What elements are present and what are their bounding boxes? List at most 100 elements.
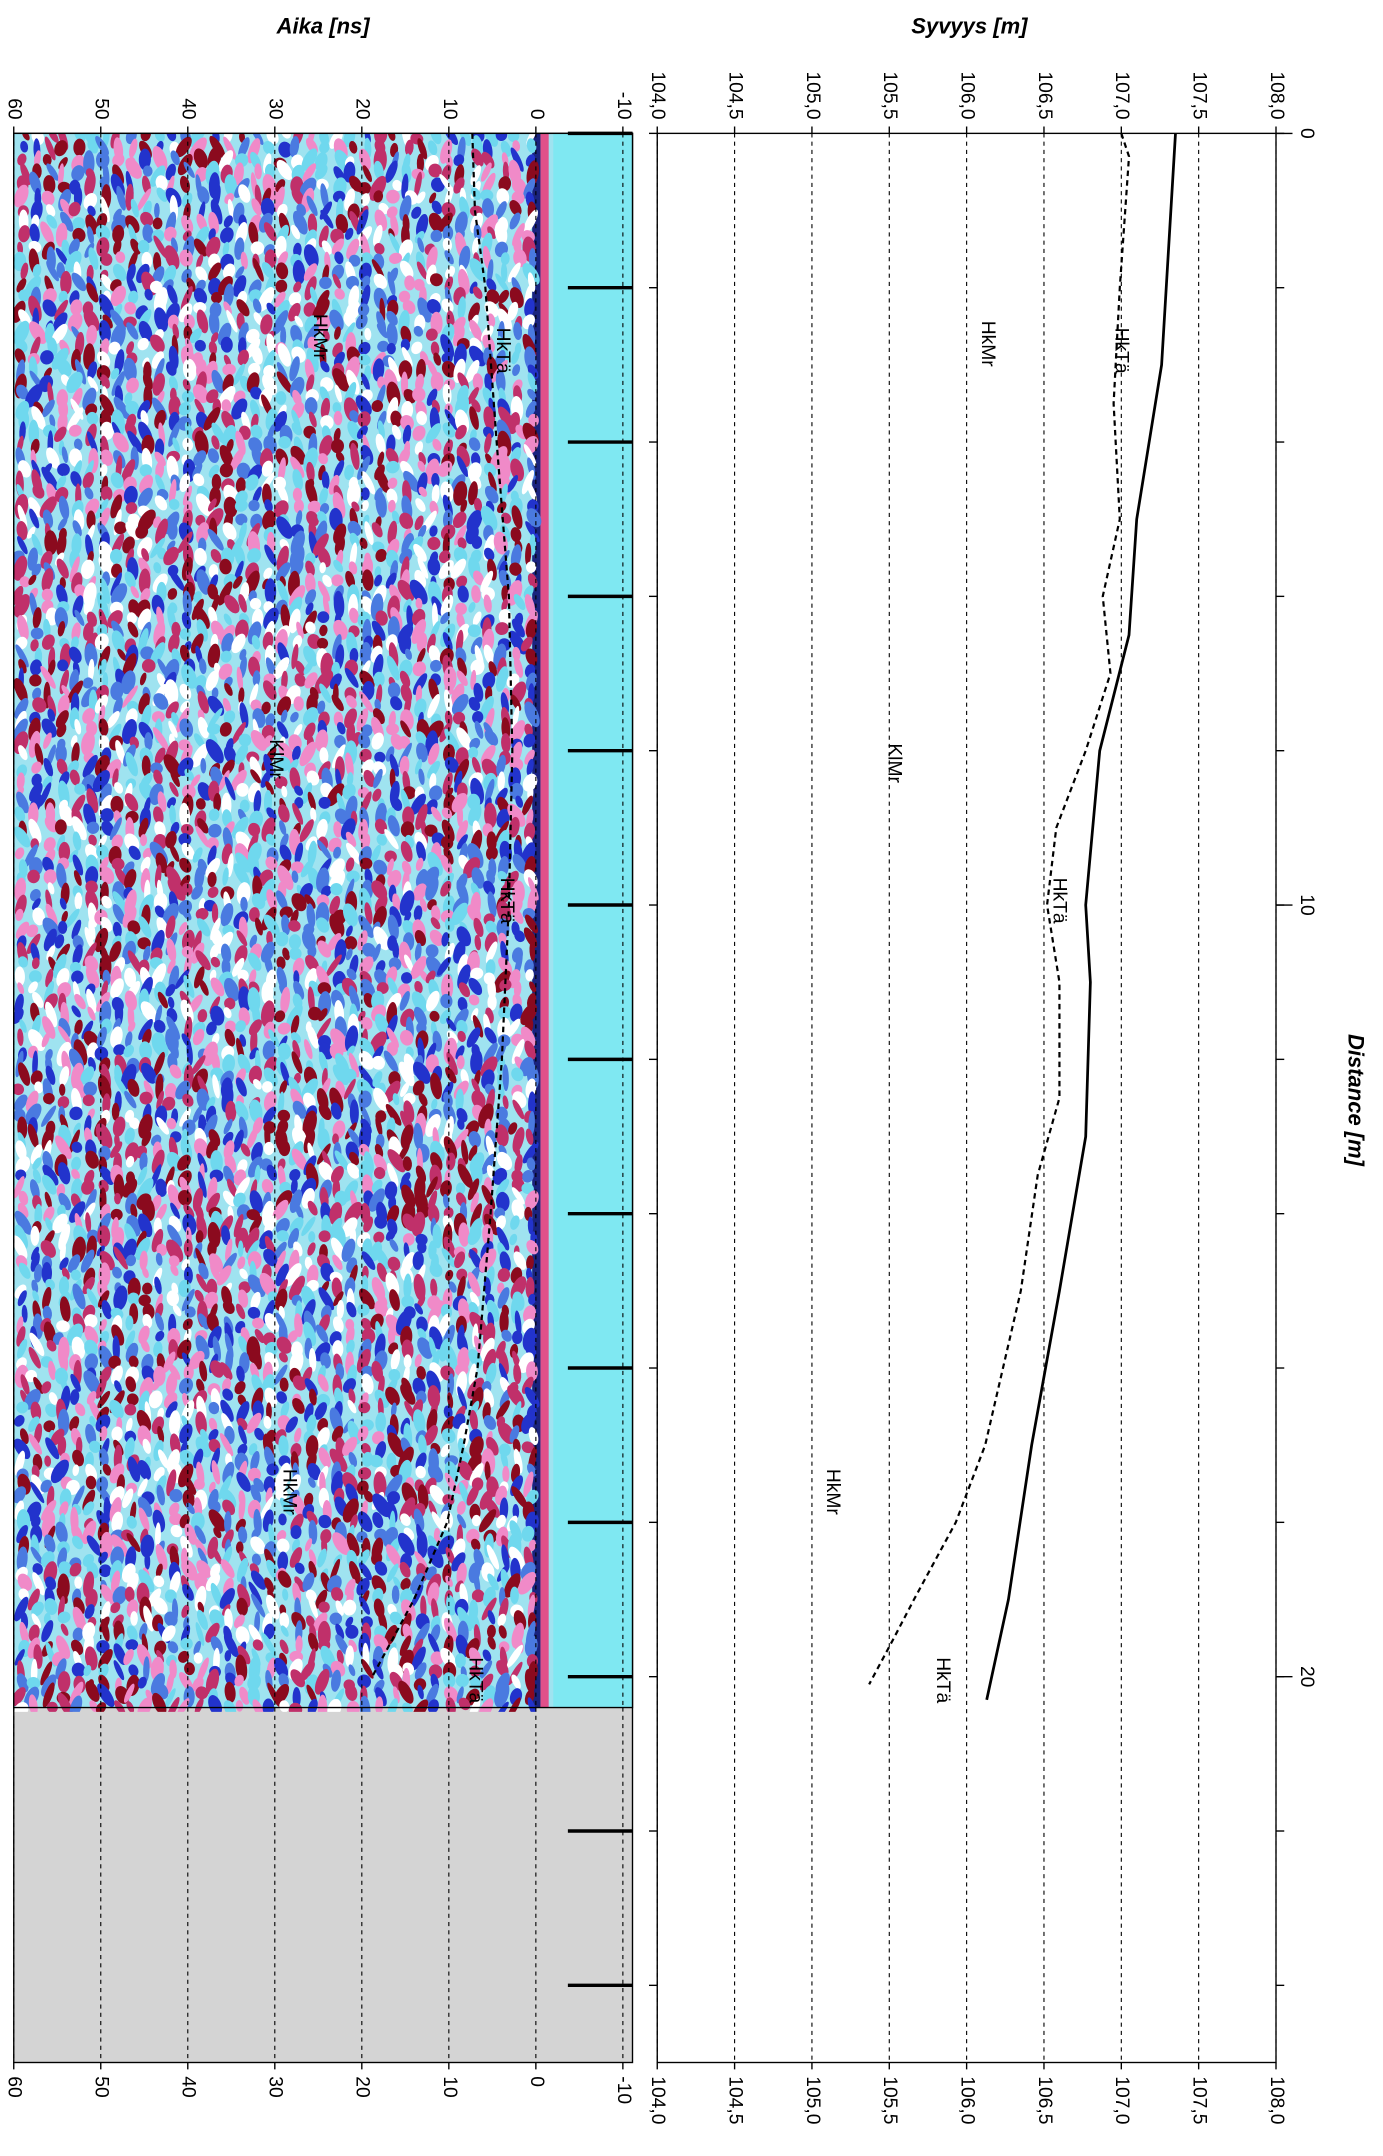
radargram-texture [429, 273, 443, 287]
radargram-texture [71, 272, 87, 292]
radargram-texture [301, 148, 318, 171]
radargram-texture [71, 165, 85, 182]
radargram-texture [357, 182, 372, 195]
radargram-texture [223, 283, 234, 308]
radargram-texture [386, 310, 398, 326]
radargram-texture [290, 324, 303, 344]
radargram-texture [513, 248, 527, 268]
radargram-texture [389, 252, 403, 264]
radargram-texture [480, 189, 494, 202]
y-tick-label: 10 [439, 2076, 460, 2097]
radargram-texture [142, 224, 154, 243]
radargram-texture [86, 324, 98, 346]
radargram-texture [52, 312, 68, 332]
radargram-texture [193, 148, 208, 170]
radargram-texture [183, 314, 195, 330]
radargram-texture [83, 193, 98, 210]
radargram-texture [399, 195, 412, 221]
radargram-texture [40, 221, 54, 245]
radargram-texture [292, 210, 308, 235]
radargram-texture [445, 265, 456, 279]
radargram-texture [239, 133, 245, 143]
radargram-texture [318, 225, 329, 248]
radargram-texture [484, 373, 493, 393]
radargram-texture [431, 200, 443, 215]
radargram-texture [275, 391, 287, 405]
radargram-texture [208, 277, 222, 297]
y-tick-label: 104,5 [725, 71, 746, 119]
radargram-texture [61, 239, 71, 258]
radargram-texture [152, 373, 165, 396]
radargram-texture [509, 212, 521, 230]
radargram-texture [415, 373, 425, 392]
radargram-texture [386, 322, 398, 347]
radargram-texture [495, 201, 507, 220]
annotation: HkTä [1111, 328, 1132, 374]
radargram-texture [226, 309, 238, 333]
radargram-texture [387, 271, 396, 296]
radargram-texture [182, 379, 191, 392]
radargram-texture [181, 215, 194, 234]
radargram-texture [168, 375, 178, 392]
radargram-texture [140, 133, 151, 142]
radargram-texture [45, 204, 56, 217]
radargram-texture [115, 251, 126, 264]
radargram-texture [196, 254, 204, 269]
radargram-texture [388, 356, 401, 382]
radargram-texture [72, 217, 86, 231]
radargram-texture [468, 746, 479, 759]
radargram-texture [374, 209, 388, 231]
radargram-texture [413, 325, 424, 337]
radargram-texture [156, 187, 168, 202]
radargram-texture [13, 184, 29, 208]
radargram-texture [332, 273, 342, 289]
radargram-texture [458, 245, 471, 272]
radargram-texture [398, 290, 411, 303]
radargram-texture [126, 377, 139, 394]
radargram-texture [248, 222, 259, 246]
depth-axis-title: Syvyys [m] [911, 13, 1028, 38]
radargram-texture [427, 140, 438, 156]
radargram-texture [48, 133, 59, 143]
radargram-texture [46, 214, 58, 229]
radargram-texture [24, 384, 43, 408]
radargram-texture [416, 191, 426, 204]
radargram-texture [20, 262, 29, 280]
radargram-texture [275, 279, 288, 293]
radargram-texture [280, 326, 287, 347]
radargram-texture [41, 190, 55, 206]
radargram-texture [457, 296, 466, 320]
radargram-texture [194, 339, 206, 352]
radargram-texture [150, 334, 165, 353]
radargram-texture [250, 133, 264, 145]
radargram-texture [209, 135, 226, 159]
radargram-texture [70, 299, 83, 316]
radargram-texture [250, 386, 263, 400]
radargram-texture [182, 358, 197, 381]
radargram-texture [182, 192, 193, 208]
radargram-texture [137, 337, 149, 351]
radargram-texture [181, 390, 195, 403]
radargram-texture [281, 133, 292, 139]
radargram-texture [369, 175, 387, 201]
y-tick-label: 104,5 [725, 2076, 746, 2124]
radargram-texture [108, 341, 121, 355]
radargram-texture [95, 135, 109, 156]
radargram-texture [484, 301, 499, 318]
radargram-texture [123, 357, 137, 383]
radargram-texture [254, 163, 262, 180]
radargram-texture [414, 171, 422, 197]
radargram-texture [482, 334, 495, 353]
y-tick-label: -10 [613, 2076, 634, 2104]
radargram-texture [360, 284, 371, 310]
radargram-texture [29, 223, 40, 244]
radargram-texture [319, 141, 330, 154]
radargram-texture [335, 214, 349, 234]
radargram-texture [224, 174, 238, 197]
radargram-texture [416, 153, 425, 174]
radargram-texture [426, 388, 438, 406]
radargram-texture [386, 189, 400, 204]
y-tick-label: 107,0 [1111, 2076, 1132, 2124]
y-tick-label: 107,0 [1111, 71, 1132, 119]
